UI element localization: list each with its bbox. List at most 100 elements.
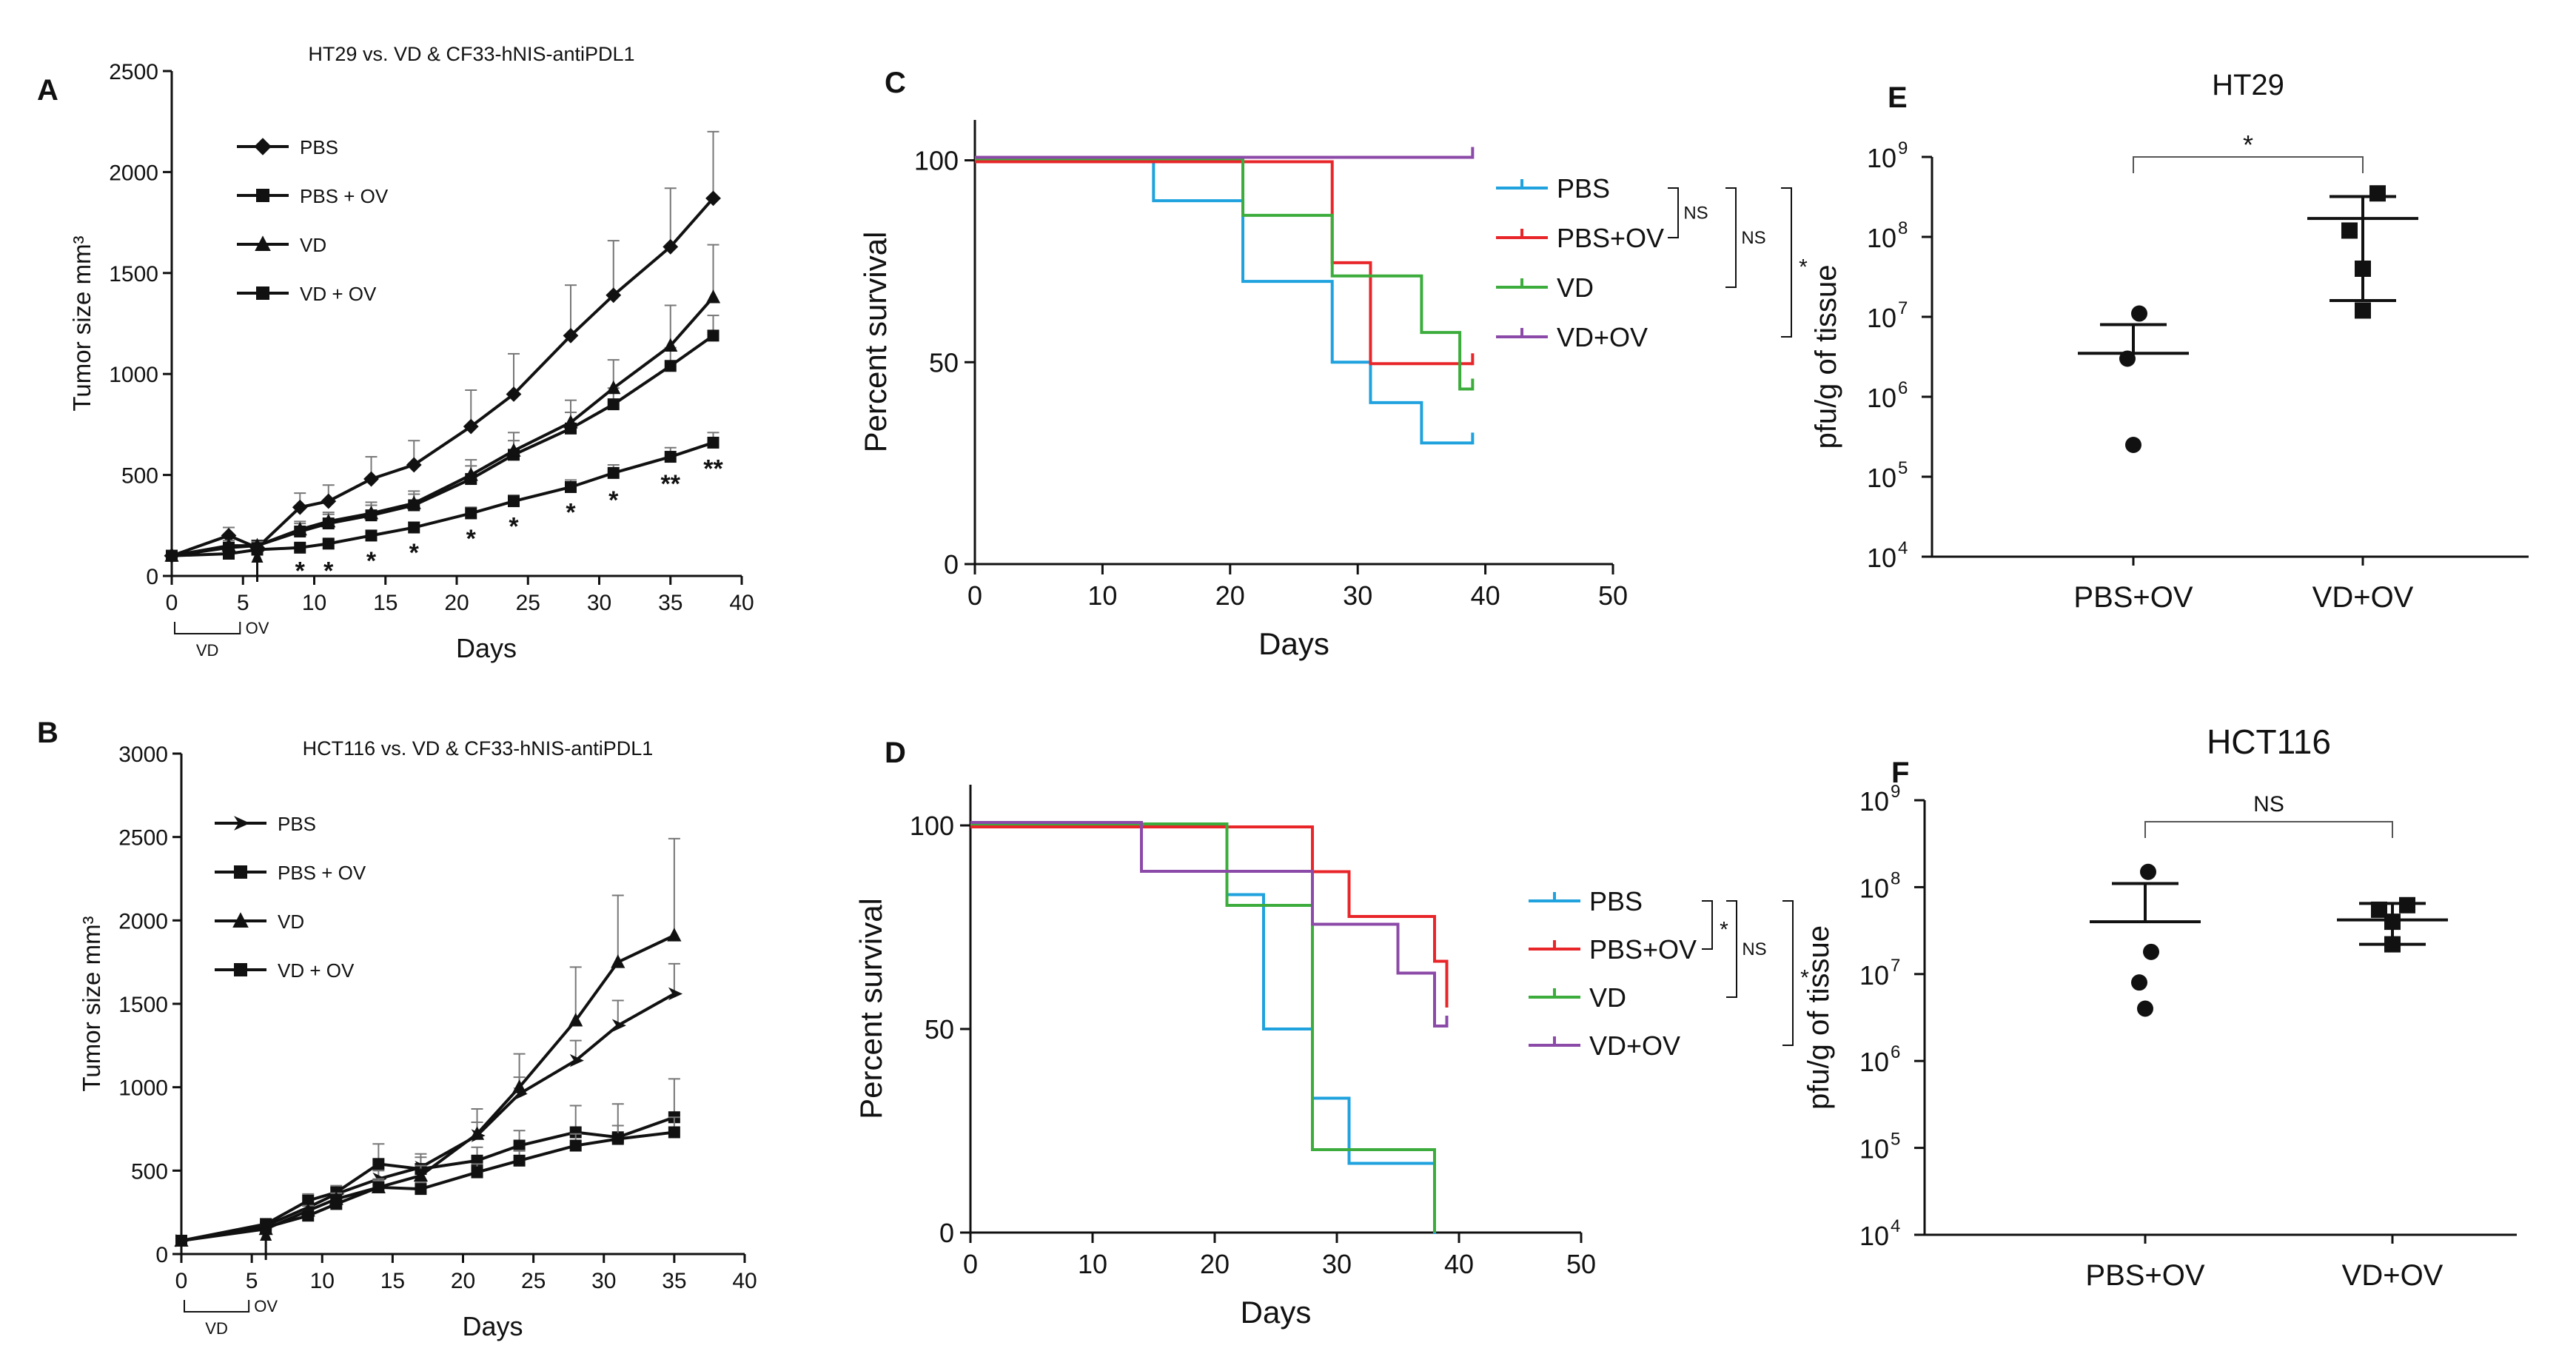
- y-tick-base: 10: [1867, 543, 1896, 573]
- significance-bracket: [1702, 900, 1713, 950]
- chart-title: HT29 vs. VD & CF33-hNIS-antiPDL1: [308, 43, 634, 65]
- y-axis-label: Tumor size mm³: [78, 916, 105, 1091]
- legend-label: PBS: [1589, 886, 1643, 916]
- y-axis-label: pfu/g of tissue: [1802, 925, 1835, 1110]
- significance-label: *: [1799, 255, 1808, 280]
- survival-curve: [970, 825, 1449, 1006]
- data-point: [563, 415, 578, 429]
- data-point: [707, 436, 720, 449]
- data-point: [663, 238, 679, 255]
- x-tick-label: 20: [1215, 580, 1245, 611]
- data-point: [607, 398, 620, 411]
- y-tick-label: 0: [146, 565, 158, 589]
- group-pbs-ov: [2090, 863, 2201, 1017]
- legend-marker: [232, 912, 249, 928]
- y-axis-label: Tumor size mm³: [68, 235, 95, 411]
- data-point: [223, 547, 235, 560]
- x-tick-label: 10: [310, 1269, 335, 1293]
- panel-d: D 0 50 100 0 10 20 30 40 50 Percent survival Days PB…: [853, 737, 1809, 1330]
- y-tick-label: 50: [925, 1014, 954, 1045]
- data-point: [2369, 185, 2386, 202]
- y-tick-exponent: 4: [1898, 538, 1908, 558]
- panel-label: F: [1891, 757, 1909, 789]
- x-tick-label: 0: [963, 1249, 978, 1279]
- y-tick-base: 10: [1867, 463, 1896, 493]
- x-tick-label: 10: [1078, 1249, 1107, 1279]
- survival-curve: [970, 824, 1436, 1233]
- y-tick-label: 2000: [118, 909, 168, 933]
- significance-label: NS: [1741, 228, 1765, 248]
- panel-c: C 0 50 100 0 10 20 30 40 50 Percent survival Days PB…: [858, 67, 1808, 661]
- panel-label: A: [37, 74, 58, 107]
- y-tick-label: 100: [910, 811, 954, 841]
- data-point: [292, 521, 307, 536]
- significance-label: NS: [2253, 792, 2284, 817]
- x-category-label: VD+OV: [2312, 581, 2414, 614]
- data-point: [471, 1166, 483, 1179]
- significance-star: **: [661, 470, 681, 498]
- significance-star: *: [466, 525, 477, 553]
- data-point: [513, 1154, 526, 1167]
- x-tick-label: 40: [1471, 580, 1500, 611]
- data-point: [372, 1181, 385, 1193]
- ov-arrow-label: OV: [246, 619, 269, 637]
- y-tick-base: 10: [1859, 786, 1889, 817]
- y-tick-base: 10: [1859, 873, 1889, 903]
- data-point: [512, 1079, 527, 1093]
- series-vd: [975, 157, 1475, 391]
- y-tick-base: 10: [1867, 383, 1896, 413]
- group-vd-ov: [2337, 896, 2448, 953]
- legend-marker: [234, 816, 250, 831]
- significance-label: NS: [1742, 939, 1766, 959]
- y-tick-exponent: 6: [1891, 1042, 1900, 1062]
- vd-bracket-label: VD: [196, 641, 219, 660]
- data-point: [569, 1139, 582, 1152]
- series-vd-ov: [175, 1116, 680, 1247]
- data-point: [606, 287, 622, 304]
- y-tick-label: 1500: [109, 262, 158, 286]
- significance-bracket: [1782, 900, 1794, 1046]
- y-tick-exponent: 8: [1898, 218, 1908, 238]
- x-tick-label: 40: [1444, 1249, 1474, 1279]
- y-tick-base: 10: [1867, 303, 1896, 333]
- x-tick-label: 0: [166, 591, 178, 615]
- legend-marker: [255, 235, 271, 251]
- x-tick-label: 25: [521, 1269, 546, 1293]
- series-line: [171, 296, 714, 557]
- x-tick-label: 15: [380, 1269, 405, 1293]
- series-pbs-ov: [970, 825, 1449, 1008]
- y-tick-label: 3000: [118, 743, 168, 767]
- series-line: [181, 992, 675, 1242]
- y-tick-exponent: 4: [1891, 1216, 1900, 1236]
- data-point: [2384, 914, 2401, 931]
- series-pbs-ov: [975, 160, 1475, 366]
- legend-marker: [256, 286, 269, 300]
- data-point: [611, 1133, 624, 1145]
- y-tick-exponent: 6: [1898, 378, 1908, 398]
- data-point: [2140, 863, 2156, 880]
- panel-b: B HCT116 vs. VD & CF33-hNIS-antiPDL1 0 500 1…: [37, 717, 757, 1341]
- x-tick-label: 25: [516, 591, 540, 615]
- legend-label: VD: [278, 911, 304, 933]
- data-point: [705, 190, 721, 207]
- y-tick-exponent: 5: [1898, 458, 1908, 478]
- y-tick-exponent: 7: [1898, 298, 1908, 318]
- series-vd-ov: [975, 147, 1475, 159]
- x-tick-label: 50: [1566, 1249, 1596, 1279]
- data-point: [322, 537, 335, 550]
- series-pbs: [175, 962, 683, 1247]
- x-axis-label: Days: [1241, 1295, 1312, 1330]
- x-tick-label: 20: [444, 591, 469, 615]
- legend-label: PBS+OV: [1589, 934, 1697, 965]
- y-tick-exponent: 9: [1898, 138, 1908, 158]
- data-point: [506, 443, 521, 457]
- data-point: [2131, 974, 2147, 991]
- data-point: [569, 1053, 584, 1067]
- data-point: [506, 386, 522, 402]
- data-point: [2125, 437, 2141, 454]
- significance-bracket: [1781, 187, 1792, 338]
- data-point: [2399, 896, 2415, 914]
